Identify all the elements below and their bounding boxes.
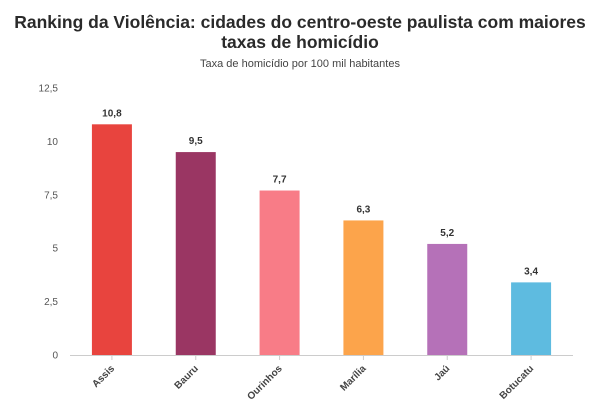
x-tick-label: Bauru bbox=[173, 363, 201, 391]
x-tick-label: Marília bbox=[338, 363, 368, 393]
chart-subtitle: Taxa de homicídio por 100 mil habitantes bbox=[200, 58, 400, 70]
data-label: 7,7 bbox=[273, 175, 287, 186]
y-tick-label: 10 bbox=[47, 137, 59, 148]
data-label: 9,5 bbox=[189, 136, 203, 147]
data-label: 6,3 bbox=[356, 204, 370, 215]
x-tick-label: Ourinhos bbox=[245, 363, 285, 403]
y-tick-label: 5 bbox=[52, 244, 58, 255]
bar bbox=[259, 190, 300, 355]
y-tick-label: 0 bbox=[52, 351, 58, 362]
data-label: 5,2 bbox=[440, 228, 454, 239]
y-tick-label: 12,5 bbox=[39, 84, 59, 95]
bar bbox=[343, 220, 384, 355]
chart-title: Ranking da Violência: cidades do centro-… bbox=[14, 12, 586, 52]
bar bbox=[91, 124, 132, 355]
bar bbox=[427, 243, 468, 355]
data-label: 3,4 bbox=[524, 266, 538, 277]
x-tick-label: Jaú bbox=[432, 363, 452, 383]
x-tick-label: Assis bbox=[90, 363, 117, 390]
data-label: 10,8 bbox=[102, 108, 122, 119]
y-tick-label: 7,5 bbox=[44, 190, 58, 201]
bar bbox=[511, 282, 552, 355]
bar bbox=[175, 152, 216, 355]
y-tick-label: 2,5 bbox=[44, 297, 58, 308]
x-tick-label: Botucatu bbox=[498, 363, 536, 401]
